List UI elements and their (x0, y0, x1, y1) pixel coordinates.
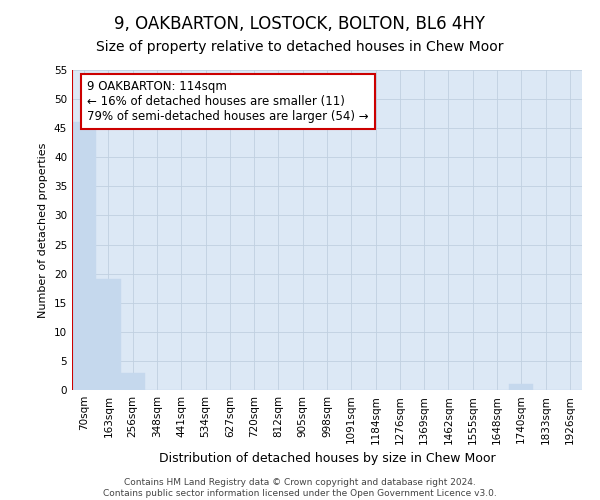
Bar (72, 122, 96, 390)
Bar (121, 372, 145, 390)
X-axis label: Distribution of detached houses by size in Chew Moor: Distribution of detached houses by size … (158, 452, 496, 465)
Text: Contains HM Land Registry data © Crown copyright and database right 2024.
Contai: Contains HM Land Registry data © Crown c… (103, 478, 497, 498)
Text: Size of property relative to detached houses in Chew Moor: Size of property relative to detached ho… (96, 40, 504, 54)
Bar (96, 280, 121, 390)
Text: 9, OAKBARTON, LOSTOCK, BOLTON, BL6 4HY: 9, OAKBARTON, LOSTOCK, BOLTON, BL6 4HY (115, 15, 485, 33)
Y-axis label: Number of detached properties: Number of detached properties (38, 142, 49, 318)
Bar (509, 384, 533, 390)
Text: 9 OAKBARTON: 114sqm
← 16% of detached houses are smaller (11)
79% of semi-detach: 9 OAKBARTON: 114sqm ← 16% of detached ho… (88, 80, 369, 122)
